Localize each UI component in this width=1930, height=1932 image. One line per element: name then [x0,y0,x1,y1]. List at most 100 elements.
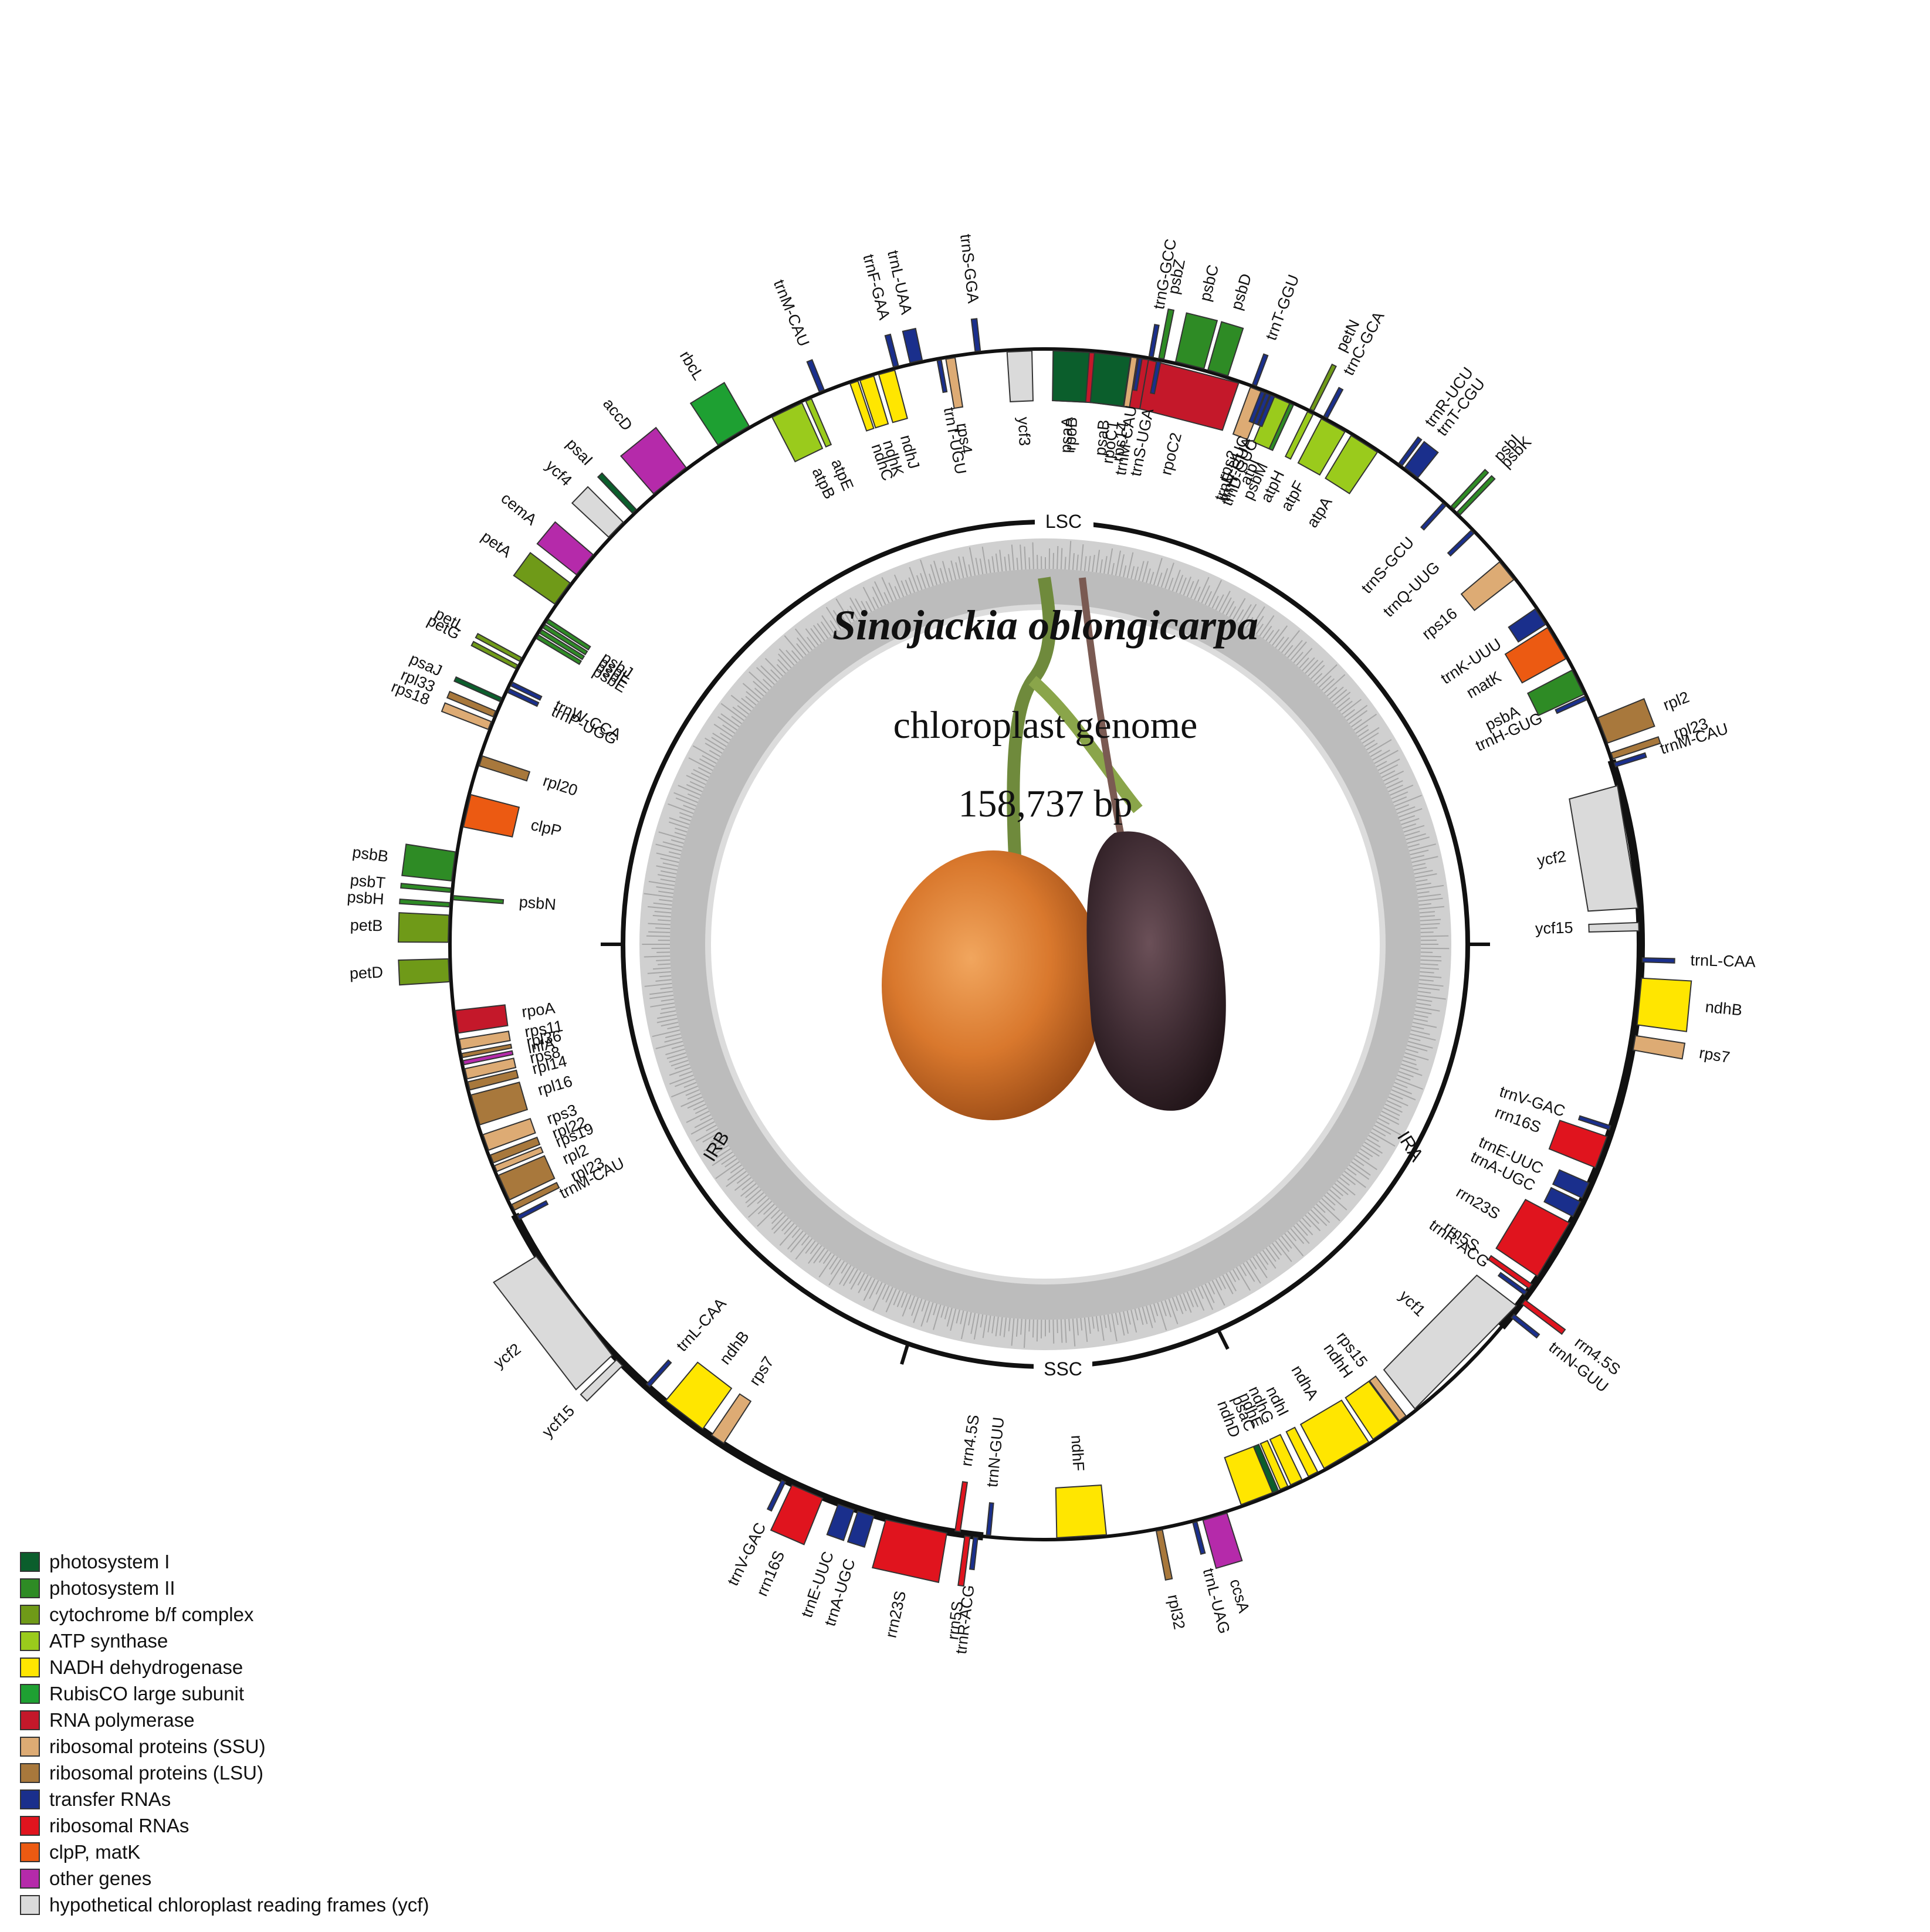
gc-spike [1068,541,1072,570]
gc-spike [1305,1215,1321,1232]
gc-spike [1368,739,1392,754]
gc-spike [1364,1141,1383,1154]
gc-spike [1153,1303,1159,1317]
gc-spike [1278,637,1289,651]
gc-spike [888,582,897,601]
legend-swatch [20,1631,40,1651]
gc-spike [863,1278,876,1301]
gc-spike [712,1151,733,1167]
gc-spike [1201,1285,1214,1310]
gc-spike [1183,1293,1192,1313]
gc-spike [1134,1309,1139,1321]
gc-spike [1410,855,1425,859]
gene-block-rps16 [1460,561,1515,611]
gc-spike [1290,1228,1305,1244]
gc-spike [1420,918,1441,921]
legend-item: ribosomal proteins (LSU) [20,1760,429,1786]
gene-block-ndhe [1259,1439,1289,1490]
gene-block-psbt [400,883,452,893]
gene-block-trne-uuc [1248,390,1266,424]
gc-spike [1201,585,1210,604]
gene-block-trnw-cca [510,681,543,701]
gc-spike [1287,1231,1297,1242]
gene-block-ndhc [849,380,875,432]
gc-spike [648,931,671,933]
gc-spike [1321,1198,1335,1211]
legend-swatch [20,1578,40,1598]
gc-spike [1265,1248,1276,1262]
gc-spike [1190,579,1200,599]
gc-spike [855,598,865,616]
gc-spike [730,1164,742,1174]
gc-spike [1197,577,1210,602]
gc-spike [1088,555,1091,572]
gene-block-rpl23 [511,1182,560,1211]
gc-spike [1357,1151,1370,1160]
gc-spike [948,568,953,581]
gc-spike [1296,1222,1308,1236]
gc-spike [1020,1318,1022,1335]
gene-label: psaA [1057,416,1076,453]
gc-spike [731,716,742,724]
gene-label: rpoB [1061,416,1081,451]
gene-block-ycf4 [571,486,624,538]
gc-spike [1208,1282,1215,1294]
gc-spike [1008,554,1011,571]
gc-spike [1211,1280,1225,1306]
gc-spike [920,560,930,588]
gc-spike [1138,1307,1144,1325]
gene-label: psbC [1196,263,1222,303]
gc-spike [1407,1040,1433,1049]
gc-spike [830,1259,842,1275]
legend-item: transfer RNAs [20,1786,429,1812]
gc-spike [1357,729,1369,737]
gc-spike [671,1085,698,1098]
gene-block-trnm-cau [1613,752,1647,768]
gc-spike [1418,897,1443,902]
gc-spike [946,1307,953,1327]
gc-spike [1142,1306,1148,1324]
gc-spike [1406,1048,1418,1053]
gc-spike [1176,574,1184,593]
gc-spike [1119,554,1125,577]
gc-spike [668,803,694,814]
gene-block-psbm [1268,402,1295,452]
gene-block-psbc [1174,312,1218,370]
gc-spike [1190,1290,1198,1307]
gc-spike [1401,818,1420,825]
gc-spike [1391,791,1408,799]
gc-spike [679,812,693,818]
gc-spike [1160,1301,1167,1317]
gc-spike [942,561,949,582]
gene-block-rrn5s [957,1535,971,1587]
gc-spike [1417,994,1446,1000]
gc-spike [686,784,703,792]
gc-spike [1126,552,1134,578]
gc-spike [647,971,671,974]
gc-spike [958,556,964,578]
gene-block-psaa [1052,350,1091,403]
gc-spike [791,1228,801,1238]
gc-spike [754,687,764,697]
gc-spike [1420,923,1440,926]
gene-label: trnN-GUU [983,1416,1007,1488]
gene-label: trnR-ACG [952,1584,978,1655]
gc-spike [1408,1037,1421,1042]
gene-label: clpP [529,816,563,840]
gc-spike [665,1033,681,1039]
gene-label: trnM-CAU [770,277,813,350]
gene-label: cemA [497,489,540,528]
gc-spike [872,586,883,607]
gc-spike [1208,579,1223,607]
gc-spike [1252,615,1264,632]
gc-spike [933,560,942,584]
gene-label: petB [350,916,383,934]
gene-block-trnm-cau [516,1200,549,1221]
gc-spike [1268,629,1280,643]
gc-spike [1407,1045,1428,1052]
gene-label: ndhB [716,1328,753,1368]
gene-label: rpoA [520,999,556,1021]
gc-spike [1372,750,1390,761]
gc-spike [1407,843,1420,848]
gc-spike [648,880,675,886]
